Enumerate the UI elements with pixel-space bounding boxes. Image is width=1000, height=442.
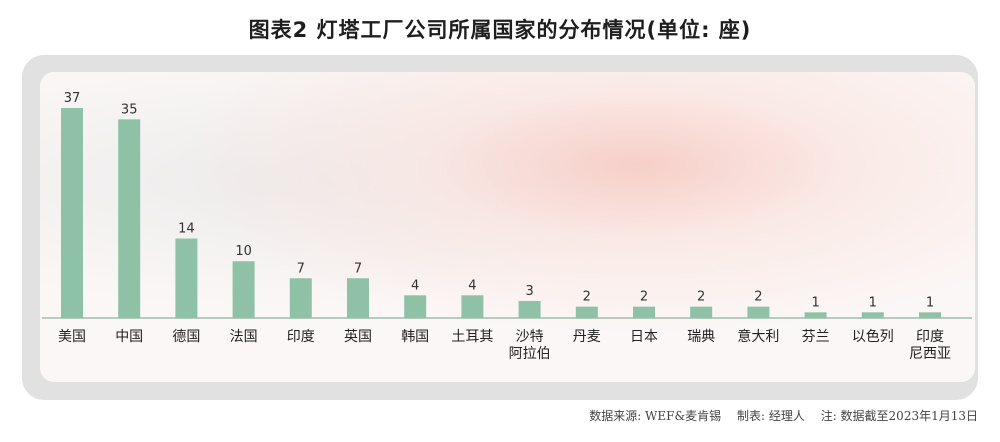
bar-value-label: 2 <box>754 290 762 305</box>
bar <box>61 108 83 318</box>
bar-value-label: 14 <box>178 222 195 237</box>
category-label: 美国 <box>58 329 86 345</box>
category-label: 印度 <box>287 329 315 345</box>
footer-source: 数据来源: WEF&麦肯锡 <box>589 409 722 423</box>
bar <box>804 312 827 318</box>
bar-value-label: 10 <box>235 244 252 259</box>
bar-value-label: 4 <box>468 278 476 293</box>
bar <box>232 261 255 318</box>
bar <box>747 306 770 318</box>
category-label: 中国 <box>115 329 143 345</box>
bar-value-label: 1 <box>926 295 934 310</box>
bar-value-label: 7 <box>354 261 362 276</box>
category-label: 丹麦 <box>573 329 601 345</box>
bar-value-label: 2 <box>583 290 591 305</box>
bar-value-label: 35 <box>121 102 138 117</box>
bar-value-label: 1 <box>811 295 819 310</box>
bar <box>633 306 655 318</box>
category-label: 英国 <box>344 328 372 345</box>
footer-maker: 制表: 经理人 <box>737 409 805 423</box>
footer-source-line: 数据来源: WEF&麦肯锡 制表: 经理人 注: 数据截至2023年1月13日 <box>589 407 978 424</box>
bar <box>861 312 884 318</box>
bar <box>919 312 941 318</box>
category-label: 以色列 <box>852 328 894 345</box>
bar <box>690 306 713 318</box>
bar-value-label: 2 <box>640 290 648 305</box>
bar <box>461 295 484 318</box>
bar-value-label: 1 <box>869 295 877 310</box>
bar-value-label: 7 <box>297 261 305 276</box>
bar <box>175 238 198 318</box>
category-label: 瑞典 <box>687 329 715 345</box>
footer-note: 注: 数据截至2023年1月13日 <box>820 409 978 423</box>
bar-value-label: 3 <box>525 284 533 299</box>
bar-value-label: 2 <box>697 290 705 305</box>
category-label: 意大利 <box>737 328 779 345</box>
bar <box>575 306 598 318</box>
category-label: 芬兰 <box>802 329 830 345</box>
category-label: 土耳其 <box>451 329 493 345</box>
bar <box>404 295 427 318</box>
chart-background-panel <box>40 72 975 382</box>
category-label: 韩国 <box>401 329 429 345</box>
category-label: 德国 <box>172 329 200 345</box>
category-label: 沙特阿拉伯 <box>509 329 551 362</box>
bar <box>289 278 312 318</box>
bar <box>347 278 369 318</box>
bar-value-label: 4 <box>411 278 419 293</box>
bar <box>518 300 541 318</box>
category-label: 日本 <box>630 329 658 345</box>
category-label: 法国 <box>230 329 258 345</box>
category-label: 印度尼西亚 <box>909 329 951 362</box>
chart-title: 图表2 灯塔工厂公司所属国家的分布情况(单位: 座) <box>248 18 752 42</box>
bar-value-label: 37 <box>64 91 81 106</box>
bar <box>118 119 141 318</box>
